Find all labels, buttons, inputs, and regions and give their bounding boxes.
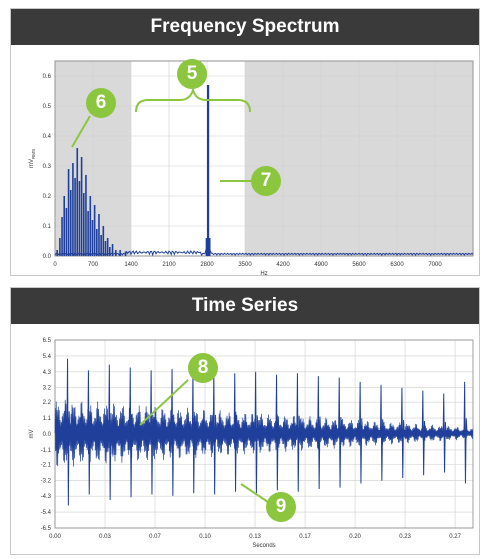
freq-y-tick-label: 0.0 [43,254,52,260]
frequency-spectrum-panel: Frequency Spectrum 0 700 1400 2100 2800 3500 4… [10,8,480,277]
time-impact-spike [66,358,71,506]
freq-x-axis-label: Hz [260,271,267,277]
callout-badge-7: 7 [251,166,281,196]
freq-y-axis-label: mVRMS [29,149,36,168]
callout-badge-label: 5 [186,63,198,84]
freq-x-tick-label: 2800 [200,262,214,268]
time-y-tick-label: -1.1 [41,448,52,454]
freq-y-axis-label-sub: RMS [31,149,36,159]
time-series-panel: Time Series 0.00 0.03 0.07 0.10 0.13 0.17 0.20… [10,287,480,555]
time-impact-spike [421,390,426,476]
time-x-tick-label: 0.23 [399,534,411,540]
time-y-tick-label: 2.2 [43,400,52,406]
frequency-spectrum-chart: 0 700 1400 2100 2800 3500 4200 4900 5600 6300 7000… [29,60,474,277]
frequency-spectrum-header: Frequency Spectrum [11,9,479,45]
time-y-axis-label: mV [29,430,35,439]
time-x-tick-label: 0.27 [449,534,461,540]
time-x-tick-label: 0.17 [299,534,311,540]
freq-y-tick-label: 0.3 [43,164,52,170]
time-impact-spike [212,370,217,495]
freq-x-tick-label: 6300 [390,262,404,268]
freq-x-tick-label: 1400 [124,262,138,268]
time-impact-spike [338,377,343,488]
time-y-tick-label: -5.4 [41,510,52,516]
time-impact-spike [87,370,92,495]
time-x-tick-label: 0.13 [249,534,261,540]
callout-badge-label: 9 [275,496,287,517]
freq-x-tick-label: 7000 [428,262,442,268]
freq-y-tick-label: 0.6 [43,74,52,80]
freq-y-tick-label: 0.2 [43,194,52,200]
time-x-tick-label: 0.00 [49,534,61,540]
freq-plot-border [54,60,474,257]
callout-badge-9: 9 [266,492,296,522]
time-x-tick-label: 0.10 [199,534,211,540]
freq-y-tick-label: 0.1 [43,224,52,230]
time-x-tick-label: 0.03 [99,534,111,540]
time-impact-spike [400,387,405,478]
time-impact-spike [359,381,364,484]
freq-x-tick-label: 3500 [238,262,252,268]
freq-y-tick-label: 0.4 [43,134,52,140]
time-y-tick-label: 6.5 [43,338,52,344]
time-series-chart: 0.00 0.03 0.07 0.10 0.13 0.17 0.20 0.23 0.27 6.5 5… [29,338,474,549]
callout-badge-8: 8 [188,353,218,383]
time-x-tick-label: 0.07 [149,534,161,540]
time-series-header: Time Series [11,288,479,324]
time-y-tick-label: 3.2 [43,386,52,392]
frequency-spectrum-title: Frequency Spectrum [150,16,340,37]
freq-x-tick-label: 4200 [276,262,290,268]
callout-badge-label: 8 [197,357,209,378]
time-impact-spike [191,371,196,494]
time-y-tick-label: 1.1 [43,416,52,422]
time-y-tick-label: -2.1 [41,462,52,468]
time-y-tick-label: 4.3 [43,370,52,376]
freq-x-tick-label: 700 [88,262,99,268]
freq-x-tick-label: 5600 [352,262,366,268]
callout-badge-label: 7 [260,170,272,191]
time-y-tick-label: 0.0 [43,432,52,438]
time-x-tick-label: 0.20 [349,534,361,540]
callout-badge-label: 6 [95,92,107,113]
freq-noise-floor-trace [54,244,474,257]
freq-y-tick-label: 0.5 [43,104,52,110]
time-y-tick-label: -6.5 [41,526,52,532]
freq-x-tick-label: 2100 [162,262,176,268]
time-impact-spike [463,381,468,484]
time-x-axis-label: Seconds [252,543,275,549]
time-y-tick-label: -4.3 [41,494,52,500]
time-y-tick-label: 5.4 [43,354,52,360]
freq-x-tick-label: 0 [53,262,57,268]
time-series-title: Time Series [191,295,299,316]
time-plot-border [54,339,474,529]
callout-badge-5: 5 [177,59,207,89]
freq-x-tick-label: 4900 [314,262,328,268]
time-impact-spike [442,393,447,473]
callout-badge-6: 6 [86,88,116,118]
time-y-tick-label: -3.2 [41,478,52,484]
